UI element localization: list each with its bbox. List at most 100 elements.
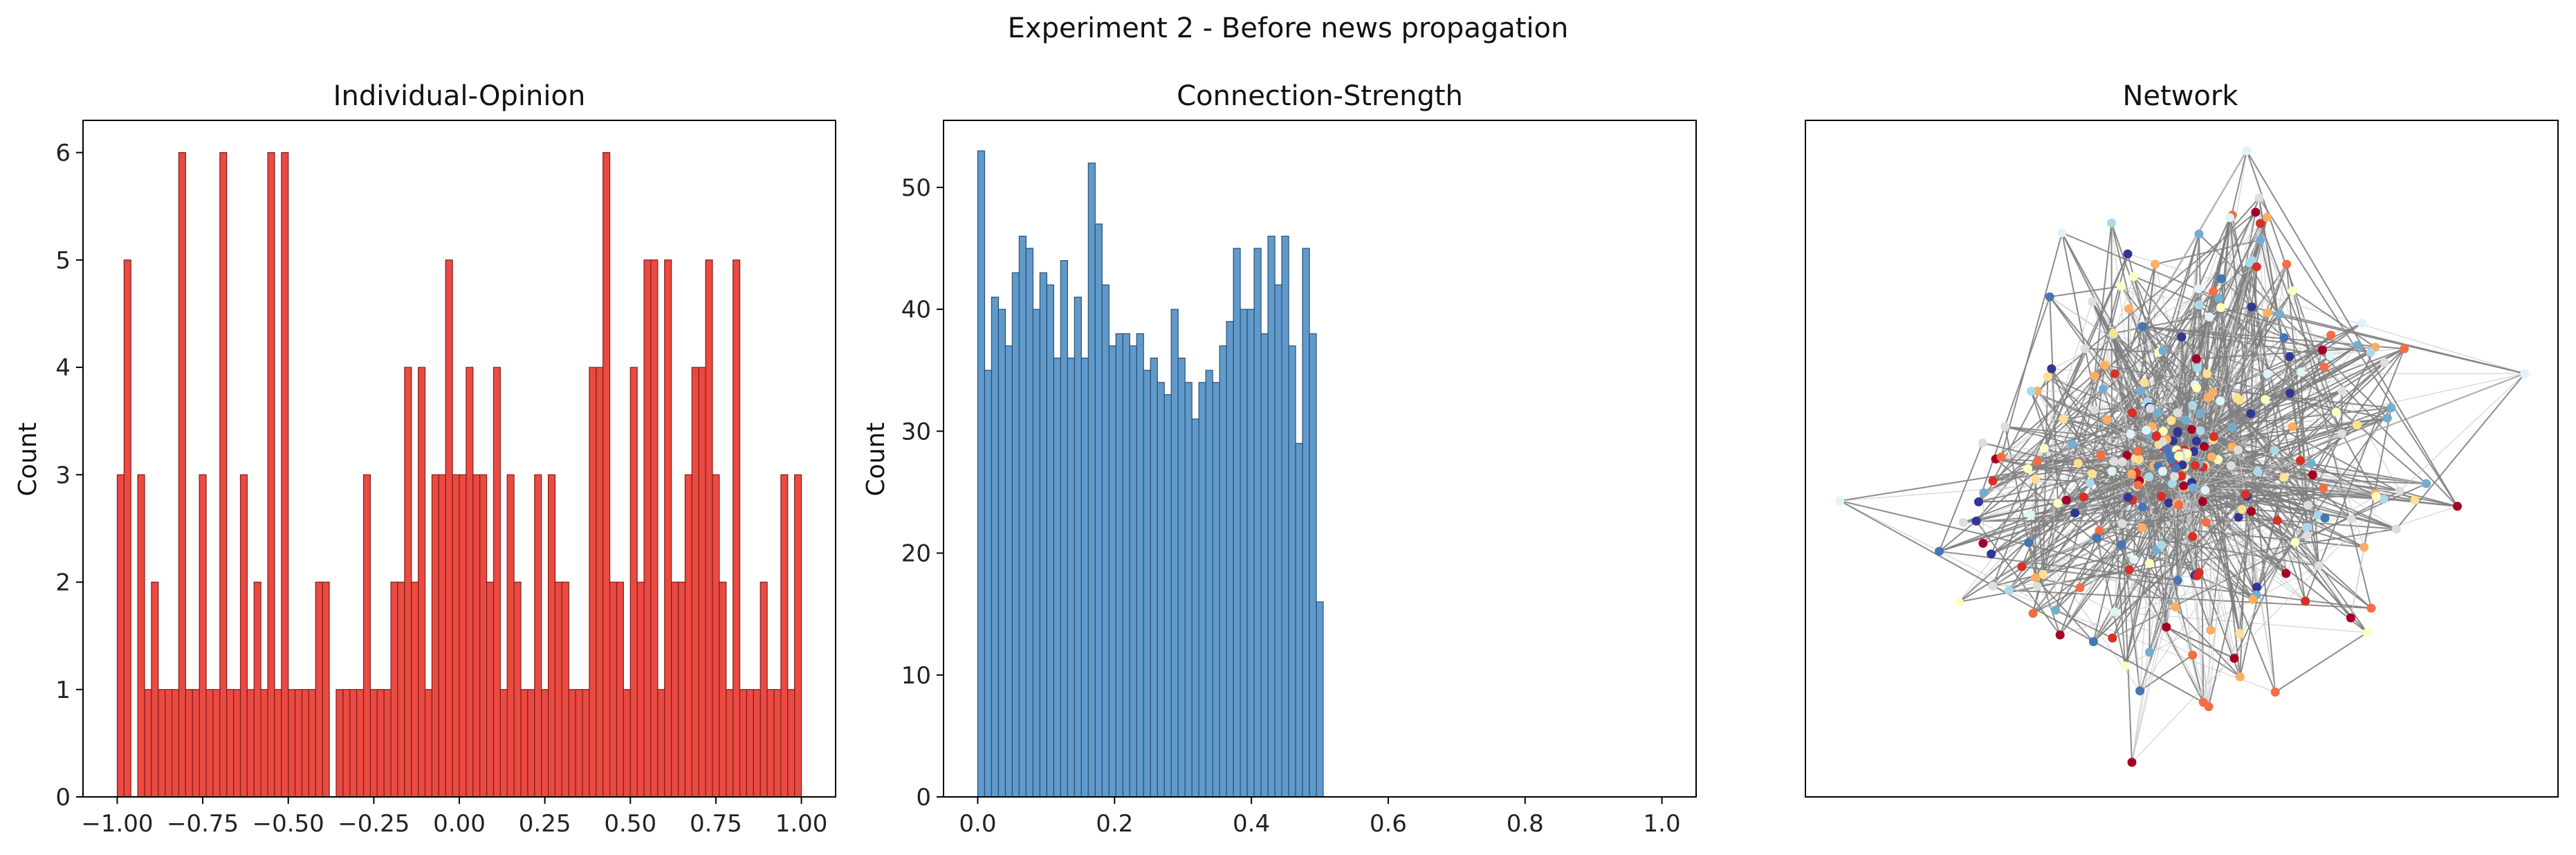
network-node [2386,403,2396,413]
network-edge [2230,407,2392,467]
network-edge [2097,537,2200,573]
network-edge [2125,565,2319,667]
opinion-histogram-xtick-label: −0.25 [338,810,410,838]
opinion-histogram-bar [390,581,398,798]
network-edge [2112,334,2133,475]
network-edge [2009,589,2372,609]
opinion-histogram-bar [479,474,488,798]
strength-histogram-ytick-label: 40 [901,296,931,324]
strength-histogram-xtick-label: 0.8 [1507,810,1544,838]
opinion-histogram-bar [691,367,699,798]
opinion-histogram-bar [773,689,782,798]
network-node [2108,329,2118,338]
network-node [2359,542,2369,552]
strength-histogram-bar [1184,382,1193,798]
network-edge [2099,529,2319,567]
network-node [2204,702,2214,712]
network-edge [1839,500,2178,582]
network-edge [2000,232,2063,457]
network-node [2157,491,2166,501]
network-node [2326,330,2336,340]
network-node [2030,474,2040,484]
network-node [1971,516,1981,526]
network-edge [2131,476,2182,763]
strength-histogram-bar [1281,235,1289,798]
network-edge [2031,390,2171,456]
network-edge [2034,288,2200,578]
network-edge [2049,296,2397,530]
strength-histogram-ytick-label: 20 [901,540,931,568]
network-node [2227,423,2237,432]
network-node [2090,371,2099,381]
network-node [2171,602,2180,612]
network-edge [2135,390,2142,459]
opinion-histogram-bar [418,367,426,798]
opinion-histogram-bar [472,474,481,798]
network-nodes [1835,146,2530,767]
opinion-histogram-bar [438,474,446,798]
network-edge [2196,387,2391,409]
network-edge [2037,389,2141,392]
network-node [2296,367,2306,377]
network-node [2234,513,2243,522]
network-node [2251,208,2261,217]
opinion-histogram-bar [602,151,611,798]
network-edge [1938,443,1983,552]
network-edge [1839,500,2056,611]
network-edge [1939,551,2178,582]
network-node [2127,469,2137,479]
network-node [2202,369,2212,378]
opinion-histogram-ytick-label: 0 [55,784,71,811]
opinion-histogram-bar [561,581,569,798]
opinion-histogram-bar [322,581,330,798]
network-node [2331,407,2341,417]
network-node [2193,284,2203,293]
opinion-histogram-xtick-label: 1.00 [775,810,828,838]
opinion-histogram-bar [753,689,761,798]
network-edge [2294,542,2319,567]
network-node [2096,451,2106,461]
network-node [2206,625,2216,635]
opinion-histogram-bar [123,259,131,798]
strength-histogram-bar [1136,333,1144,798]
network-edge [2399,373,2526,492]
network-node [2194,229,2204,239]
strength-histogram-bar [1260,333,1269,798]
network-node [2051,605,2061,615]
opinion-histogram-bar [623,689,631,798]
strength-histogram-bar [1219,345,1227,798]
strength-histogram-bar [1108,345,1116,798]
network-node [2167,479,2177,488]
network-edge [2050,285,2122,298]
network-node [2057,228,2067,238]
network-node [2177,472,2187,481]
network-node [2133,480,2143,490]
network-node [2151,431,2161,441]
network-node [2173,576,2182,585]
opinion-histogram-ytick-label: 6 [55,140,71,167]
network-edge [2138,459,2254,600]
network-node [2158,346,2168,356]
opinion-histogram-bar [486,581,495,798]
network-edge [2124,288,2200,666]
network-edge [2258,197,2291,394]
network-node [2026,387,2036,396]
strength-histogram-bar [1198,382,1206,798]
opinion-histogram-bar [233,689,241,798]
opinion-histogram-bar [315,581,323,798]
network-node [2207,452,2216,461]
opinion-histogram-bar [192,689,200,798]
network-node [2353,340,2362,350]
network-node [2117,457,2127,467]
network-edge [2009,585,2038,591]
opinion-histogram-ticks: −1.00 −0.75 −0.50 −0.25 0.00 0.25 0.50 0.75 1.00… [55,140,827,838]
network-node [2196,409,2205,419]
network-node [2235,629,2245,638]
network-node [2129,555,2139,564]
network-node [2196,426,2205,436]
network-node [2318,345,2328,355]
network-node [2188,650,2198,660]
strength-histogram-bar [1101,284,1110,798]
network-edge [2131,499,2384,763]
network-node [2216,274,2226,284]
